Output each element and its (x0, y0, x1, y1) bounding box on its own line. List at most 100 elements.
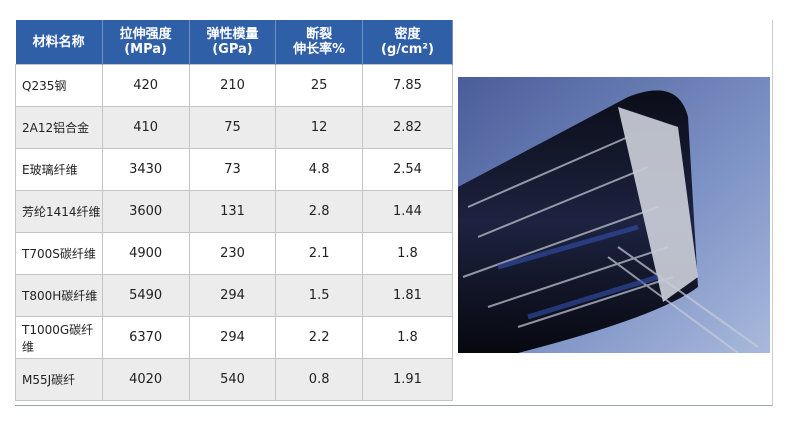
cell-text: 2A12铝合金 (22, 121, 90, 135)
table-row: 芳纶1414纤维 3600 131 2.8 1.44 (15, 190, 454, 233)
cell-text: M55J碳纤 (22, 373, 76, 387)
header-line: (g/cm²) (381, 42, 434, 57)
cell-value: 131 (188, 190, 277, 233)
cell-text: 3600 (129, 204, 163, 219)
cell-text: 5490 (129, 288, 163, 303)
material-name: 芳纶1414纤维 (15, 190, 103, 233)
material-name: E玻璃纤维 (15, 148, 103, 191)
cell-text: 2.8 (308, 204, 330, 219)
cell-text: 4.8 (308, 162, 330, 177)
cell-text: 410 (133, 120, 159, 135)
material-name: T700S碳纤维 (15, 232, 103, 275)
cell-value: 0.8 (275, 358, 363, 401)
cell-value: 12 (275, 106, 363, 149)
table-body: Q235钢 420 210 25 7.85 2A12铝合金 410 75 12 2.82 E玻璃纤维… (15, 64, 454, 401)
material-name: T1000G碳纤维 (15, 316, 103, 359)
cell-value: 2.1 (275, 232, 363, 275)
header-line: 拉伸强度 (119, 27, 172, 42)
cell-text: 2.2 (308, 330, 330, 345)
cell-text: E玻璃纤维 (22, 163, 78, 177)
cell-text: 294 (220, 288, 245, 303)
table-row: M55J碳纤 4020 540 0.8 1.91 (15, 358, 454, 401)
cell-value: 230 (188, 232, 277, 275)
header-line: 弹性模量 (206, 27, 259, 42)
header-line: (GPa) (212, 42, 253, 57)
cell-value: 1.8 (361, 316, 454, 359)
cell-value: 1.44 (361, 190, 454, 233)
table-row: T700S碳纤维 4900 230 2.1 1.8 (15, 232, 454, 275)
cell-value: 6370 (101, 316, 190, 359)
table-row: T800H碳纤维 5490 294 1.5 1.81 (15, 274, 454, 317)
cell-text: 芳纶1414纤维 (22, 205, 101, 219)
cell-text: 75 (224, 120, 241, 135)
header-row: 材料名称 拉伸强度 (MPa) 弹性模量 (GPa) 断裂 伸长率% 密度 (g/cm²) (15, 20, 454, 65)
cell-value: 5490 (101, 274, 190, 317)
header-line: 伸长率% (293, 42, 346, 57)
header-line: 密度 (394, 27, 421, 42)
cell-value: 4900 (101, 232, 190, 275)
cell-text: T1000G碳纤维 (22, 322, 94, 354)
cell-text: 1.8 (397, 246, 418, 261)
cell-text: T800H碳纤维 (22, 289, 98, 303)
cell-text: 1.44 (392, 204, 422, 219)
column-header: 断裂 伸长率% (275, 20, 363, 65)
cell-text: 2.54 (392, 162, 422, 177)
cell-value: 73 (188, 148, 277, 191)
cell-text: 12 (310, 120, 328, 135)
property-table: 材料名称 拉伸强度 (MPa) 弹性模量 (GPa) 断裂 伸长率% 密度 (g/cm²) Q23… (15, 20, 454, 401)
cell-text: 1.8 (397, 330, 418, 345)
cell-text: T700S碳纤维 (22, 247, 96, 261)
cell-value: 410 (101, 106, 190, 149)
header-line: 材料名称 (32, 34, 85, 50)
cell-value: 420 (101, 64, 190, 107)
cell-text: 25 (310, 78, 328, 93)
table-row: E玻璃纤维 3430 73 4.8 2.54 (15, 148, 454, 191)
cell-value: 540 (188, 358, 277, 401)
frame (15, 20, 773, 406)
cell-text: 1.91 (392, 372, 422, 387)
cell-text: 294 (220, 330, 245, 345)
carbon-fiber-photo (458, 77, 770, 353)
cell-text: 4020 (129, 372, 163, 387)
cell-text: 1.81 (392, 288, 422, 303)
cell-text: 4900 (129, 246, 163, 261)
cell-value: 1.81 (361, 274, 454, 317)
cell-text: 1.5 (308, 288, 330, 303)
cell-value: 2.54 (361, 148, 454, 191)
material-name: Q235钢 (15, 64, 103, 107)
material-name: 2A12铝合金 (15, 106, 103, 149)
cell-text: 230 (220, 246, 245, 261)
cell-text: 210 (220, 78, 245, 93)
material-name: T800H碳纤维 (15, 274, 103, 317)
column-header: 材料名称 (15, 20, 103, 65)
table-row: 2A12铝合金 410 75 12 2.82 (15, 106, 454, 149)
cell-text: 0.8 (308, 372, 330, 387)
material-name: M55J碳纤 (15, 358, 103, 401)
cell-text: 420 (133, 78, 159, 93)
cell-text: 2.82 (392, 120, 422, 135)
cell-value: 3430 (101, 148, 190, 191)
cell-value: 1.5 (275, 274, 363, 317)
cell-value: 294 (188, 316, 277, 359)
cell-value: 2.82 (361, 106, 454, 149)
header-line: (MPa) (124, 42, 167, 57)
cell-value: 7.85 (361, 64, 454, 107)
cell-text: 73 (224, 162, 241, 177)
cell-text: 3430 (129, 162, 163, 177)
header-line: 断裂 (306, 27, 333, 42)
cell-value: 3600 (101, 190, 190, 233)
cell-text: 540 (220, 372, 245, 387)
table-row: Q235钢 420 210 25 7.85 (15, 64, 454, 107)
cell-value: 210 (188, 64, 277, 107)
cell-text: 7.85 (392, 78, 422, 93)
cell-value: 1.91 (361, 358, 454, 401)
cell-value: 1.8 (361, 232, 454, 275)
column-header: 拉伸强度 (MPa) (102, 20, 190, 65)
cell-text: 131 (220, 204, 245, 219)
cell-text: 6370 (129, 330, 163, 345)
cell-value: 4020 (101, 358, 190, 401)
cell-value: 2.8 (275, 190, 363, 233)
table-row: T1000G碳纤维 6370 294 2.2 1.8 (15, 316, 454, 359)
cell-value: 25 (275, 64, 363, 107)
